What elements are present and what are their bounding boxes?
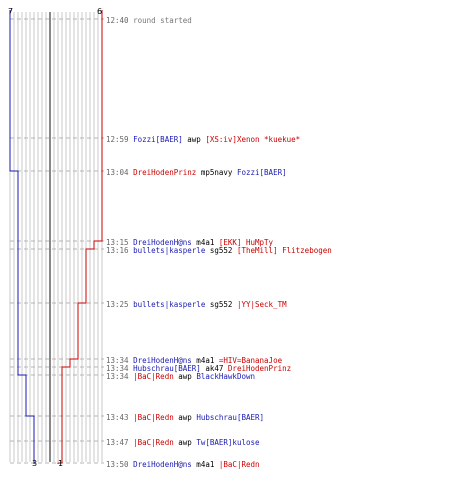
log-timestamp: 13:43: [106, 413, 134, 422]
log-timestamp: 13:50: [106, 460, 134, 469]
log-timestamp: 13:34: [106, 356, 134, 365]
weapon-name: ak47: [200, 364, 228, 373]
status-text: round started: [133, 16, 192, 25]
log-entry: 13:34 |BaC|Redn awp BlackHawkDown: [106, 372, 255, 381]
weapon-name: sg552: [205, 246, 237, 255]
player-name[interactable]: DreiHodenPrinz: [133, 168, 197, 177]
player-name[interactable]: [EKK] HuMpTy: [218, 238, 274, 247]
log-entry: 13:15 DreiHodenH@ns m4a1 [EKK] HuMpTy: [106, 238, 273, 247]
weapon-name: awp: [182, 135, 206, 144]
log-entry: 13:47 |BaC|Redn awp Tw[BAER]kulose: [106, 438, 260, 447]
player-name[interactable]: [XS:iv]Xenon *kuekue*: [205, 135, 301, 144]
red-end-count: 1: [58, 459, 64, 468]
log-entry: 12:59 Fozzi[BAER] awp [XS:iv]Xenon *kuek…: [106, 135, 300, 144]
player-name[interactable]: DreiHodenH@ns: [133, 460, 192, 469]
player-name[interactable]: |BaC|Redn: [133, 413, 174, 422]
player-name[interactable]: [TheMill] Flitzebogen: [236, 246, 332, 255]
red-start-count: 6: [97, 7, 103, 16]
weapon-name: sg552: [205, 300, 237, 309]
player-name[interactable]: |BaC|Redn: [218, 460, 260, 469]
player-name[interactable]: Hubschrau[BAER]: [196, 413, 265, 422]
weapon-name: m4a1: [191, 356, 219, 365]
player-name[interactable]: DreiHodenH@ns: [133, 238, 192, 247]
player-name[interactable]: bullets|kasperle: [133, 300, 206, 309]
player-name[interactable]: |BaC|Redn: [133, 372, 174, 381]
log-entry: 13:43 |BaC|Redn awp Hubschrau[BAER]: [106, 413, 264, 422]
log-entry: 13:50 DreiHodenH@ns m4a1 |BaC|Redn: [106, 460, 260, 469]
player-name[interactable]: |YY|Seck_TM: [236, 300, 287, 309]
player-name[interactable]: DreiHodenH@ns: [133, 356, 192, 365]
log-entry: 13:34 DreiHodenH@ns m4a1 =HIV=BananaJoe: [106, 356, 282, 365]
player-name[interactable]: DreiHodenPrinz: [227, 364, 292, 373]
player-name[interactable]: bullets|kasperle: [133, 246, 206, 255]
weapon-name: awp: [173, 438, 197, 447]
log-timestamp: 13:34: [106, 364, 134, 373]
weapon-name: awp: [173, 372, 197, 381]
log-entry: 13:25 bullets|kasperle sg552 |YY|Seck_TM: [106, 300, 287, 309]
blue-end-count: 3: [32, 459, 38, 468]
red-team-alive-line: [57, 10, 103, 464]
log-timestamp: 13:47: [106, 438, 134, 447]
log-timestamp: 13:16: [106, 246, 134, 255]
player-name[interactable]: Fozzi[BAER]: [133, 135, 183, 144]
log-timestamp: 12:59: [106, 135, 134, 144]
player-name[interactable]: Fozzi[BAER]: [236, 168, 287, 177]
log-timestamp: 13:15: [106, 238, 134, 247]
log-entry: 13:34 Hubschrau[BAER] ak47 DreiHodenPrin…: [106, 364, 291, 373]
log-entry: 12:40 round started: [106, 16, 192, 25]
player-name[interactable]: BlackHawkDown: [196, 372, 256, 381]
log-entry: 13:04 DreiHodenPrinz mp5navy Fozzi[BAER]: [106, 168, 287, 177]
log-timestamp: 13:25: [106, 300, 134, 309]
weapon-name: mp5navy: [196, 168, 237, 177]
weapon-name: awp: [173, 413, 197, 422]
player-name[interactable]: |BaC|Redn: [133, 438, 174, 447]
player-name[interactable]: Hubschrau[BAER]: [133, 364, 201, 373]
log-entry: 13:16 bullets|kasperle sg552 [TheMill] F…: [106, 246, 332, 255]
player-name[interactable]: Tw[BAER]kulose: [196, 438, 260, 447]
log-timestamp: 13:04: [106, 168, 134, 177]
player-name[interactable]: =HIV=BananaJoe: [218, 356, 283, 365]
weapon-name: m4a1: [191, 238, 219, 247]
log-timestamp: 12:40: [106, 16, 134, 25]
blue-team-alive-line: [9, 10, 35, 464]
weapon-name: m4a1: [191, 460, 219, 469]
blue-start-count: 7: [8, 7, 14, 16]
log-timestamp: 13:34: [106, 372, 134, 381]
